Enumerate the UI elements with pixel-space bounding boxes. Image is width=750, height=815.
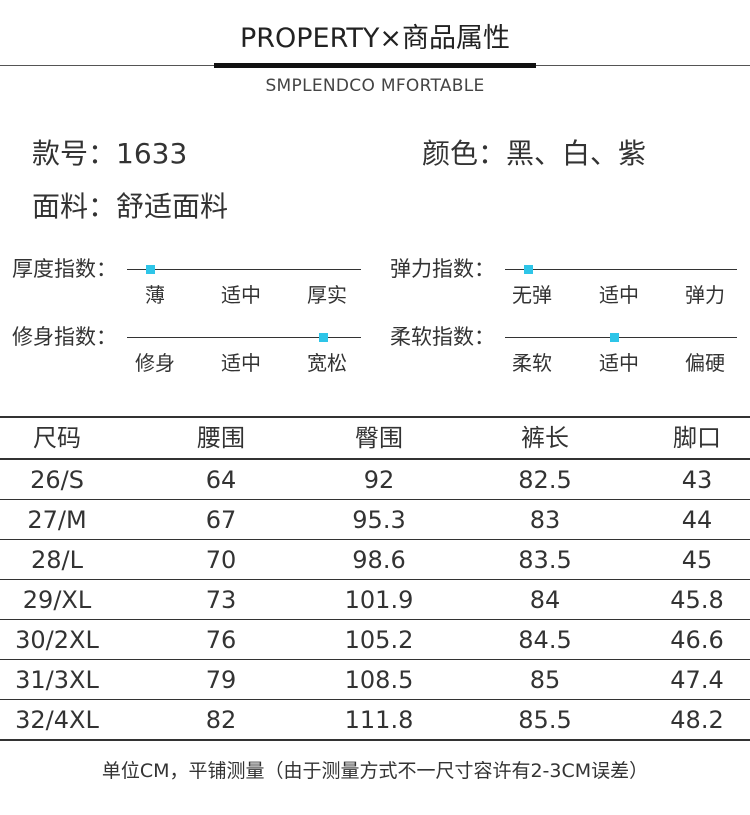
- index-option: 偏硬: [685, 351, 725, 375]
- table-header-cell: 臀围: [355, 424, 403, 452]
- table-cell: 70: [205, 546, 237, 574]
- index-option: 弹力: [685, 283, 725, 307]
- index-scale-line: [505, 337, 737, 338]
- index-option: 适中: [599, 351, 639, 375]
- table-cell: 28/L: [31, 546, 83, 574]
- index-label: 厚度指数：: [12, 257, 117, 281]
- index-option: 适中: [221, 351, 261, 375]
- table-cell: 29/XL: [22, 586, 92, 614]
- table-header-cell: 尺码: [33, 424, 81, 452]
- index-option: 适中: [599, 283, 639, 307]
- table-cell: 45.8: [670, 586, 724, 614]
- page-title: PROPERTY×商品属性: [239, 23, 511, 54]
- table-cell: 43: [681, 466, 713, 494]
- table-cell: 83: [529, 506, 561, 534]
- index-scale-line: [127, 337, 361, 338]
- table-header-cell: 腰围: [197, 424, 245, 452]
- table-cell: 85: [529, 666, 561, 694]
- table-cell: 64: [205, 466, 237, 494]
- index-label: 弹力指数：: [390, 257, 495, 281]
- table-cell: 67: [205, 506, 237, 534]
- table-row-divider: [0, 539, 750, 540]
- index-marker: [524, 265, 533, 274]
- table-cell: 84: [529, 586, 561, 614]
- index-option: 宽松: [307, 351, 347, 375]
- measurement-note: 单位CM，平铺测量（由于测量方式不一尺寸容许有2-3CM误差）: [101, 760, 649, 782]
- table-cell: 48.2: [670, 706, 724, 734]
- table-cell: 92: [363, 466, 395, 494]
- table-cell: 79: [205, 666, 237, 694]
- table-cell: 76: [205, 626, 237, 654]
- table-cell: 82.5: [518, 466, 572, 494]
- table-row-divider: [0, 619, 750, 620]
- table-cell: 108.5: [344, 666, 414, 694]
- index-option: 无弹: [512, 283, 552, 307]
- table-bottom-border: [0, 739, 750, 741]
- table-cell: 46.6: [670, 626, 724, 654]
- table-cell: 111.8: [344, 706, 414, 734]
- table-cell: 32/4XL: [15, 706, 99, 734]
- table-cell: 31/3XL: [15, 666, 99, 694]
- table-cell: 47.4: [670, 666, 724, 694]
- table-cell: 73: [205, 586, 237, 614]
- table-cell: 84.5: [518, 626, 572, 654]
- index-option: 柔软: [512, 351, 552, 375]
- table-row-divider: [0, 699, 750, 700]
- color-options: 颜色：黑、白、紫: [422, 137, 647, 170]
- table-top-border: [0, 416, 750, 418]
- table-row-divider: [0, 579, 750, 580]
- index-label: 柔软指数：: [390, 325, 495, 349]
- table-cell: 98.6: [352, 546, 406, 574]
- table-cell: 26/S: [30, 466, 84, 494]
- index-label: 修身指数：: [12, 325, 117, 349]
- table-cell: 83.5: [518, 546, 572, 574]
- table-header-border: [0, 458, 750, 460]
- table-row-divider: [0, 499, 750, 500]
- index-option: 薄: [145, 283, 165, 307]
- table-cell: 27/M: [27, 506, 87, 534]
- index-option: 修身: [135, 351, 175, 375]
- table-row-divider: [0, 659, 750, 660]
- index-scale-line: [505, 269, 737, 270]
- table-cell: 101.9: [344, 586, 414, 614]
- table-cell: 105.2: [344, 626, 414, 654]
- index-option: 厚实: [307, 283, 347, 307]
- model-number: 款号：1633: [32, 137, 188, 170]
- table-cell: 82: [205, 706, 237, 734]
- title-underline: [214, 63, 536, 68]
- index-option: 适中: [221, 283, 261, 307]
- fabric-info: 面料：舒适面料: [32, 190, 229, 223]
- table-header-cell: 裤长: [521, 424, 569, 452]
- table-cell: 95.3: [352, 506, 406, 534]
- index-marker: [146, 265, 155, 274]
- index-marker: [610, 333, 619, 342]
- table-cell: 85.5: [518, 706, 572, 734]
- index-scale-line: [127, 269, 361, 270]
- table-cell: 45: [681, 546, 713, 574]
- table-header-cell: 脚口: [673, 424, 721, 452]
- index-marker: [319, 333, 328, 342]
- table-cell: 30/2XL: [15, 626, 99, 654]
- page-subtitle: SMPLENDCO MFORTABLE: [265, 76, 485, 96]
- table-cell: 44: [681, 506, 713, 534]
